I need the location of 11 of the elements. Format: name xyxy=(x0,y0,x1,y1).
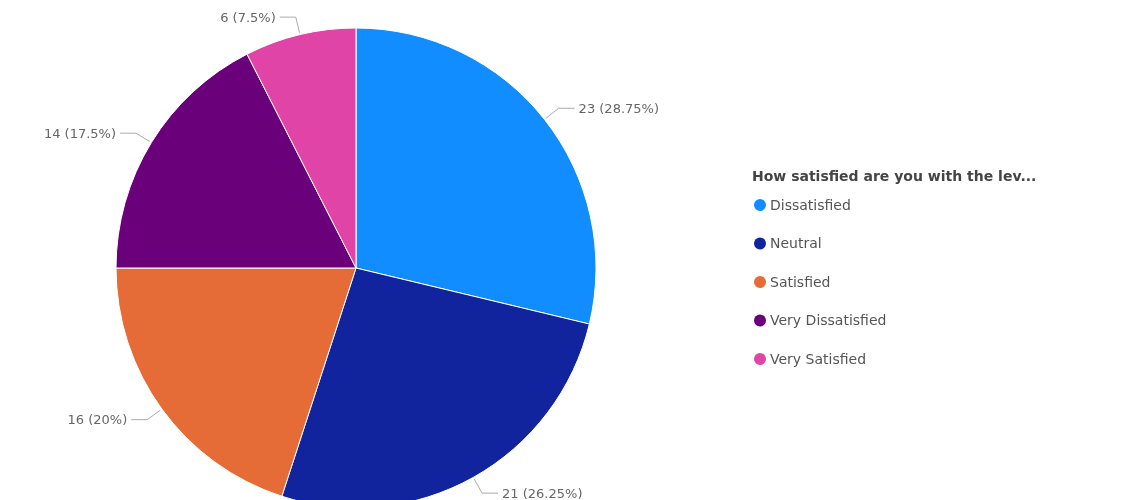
data-label: 21 (26.25%) xyxy=(502,485,583,500)
data-label: 23 (28.75%) xyxy=(578,100,659,116)
legend-label: Very Dissatisfied xyxy=(770,312,887,329)
legend-title: How satisfied are you with the lev... xyxy=(752,167,1037,184)
legend-label: Satisfied xyxy=(770,273,831,290)
data-label: 6 (7.5%) xyxy=(220,9,276,25)
legend-label: Neutral xyxy=(770,235,822,252)
legend-label: Very Satisfied xyxy=(770,350,867,367)
data-label: 16 (20%) xyxy=(67,412,128,428)
legend-label: Dissatisfied xyxy=(770,196,851,213)
data-label: 14 (17.5%) xyxy=(43,125,117,141)
